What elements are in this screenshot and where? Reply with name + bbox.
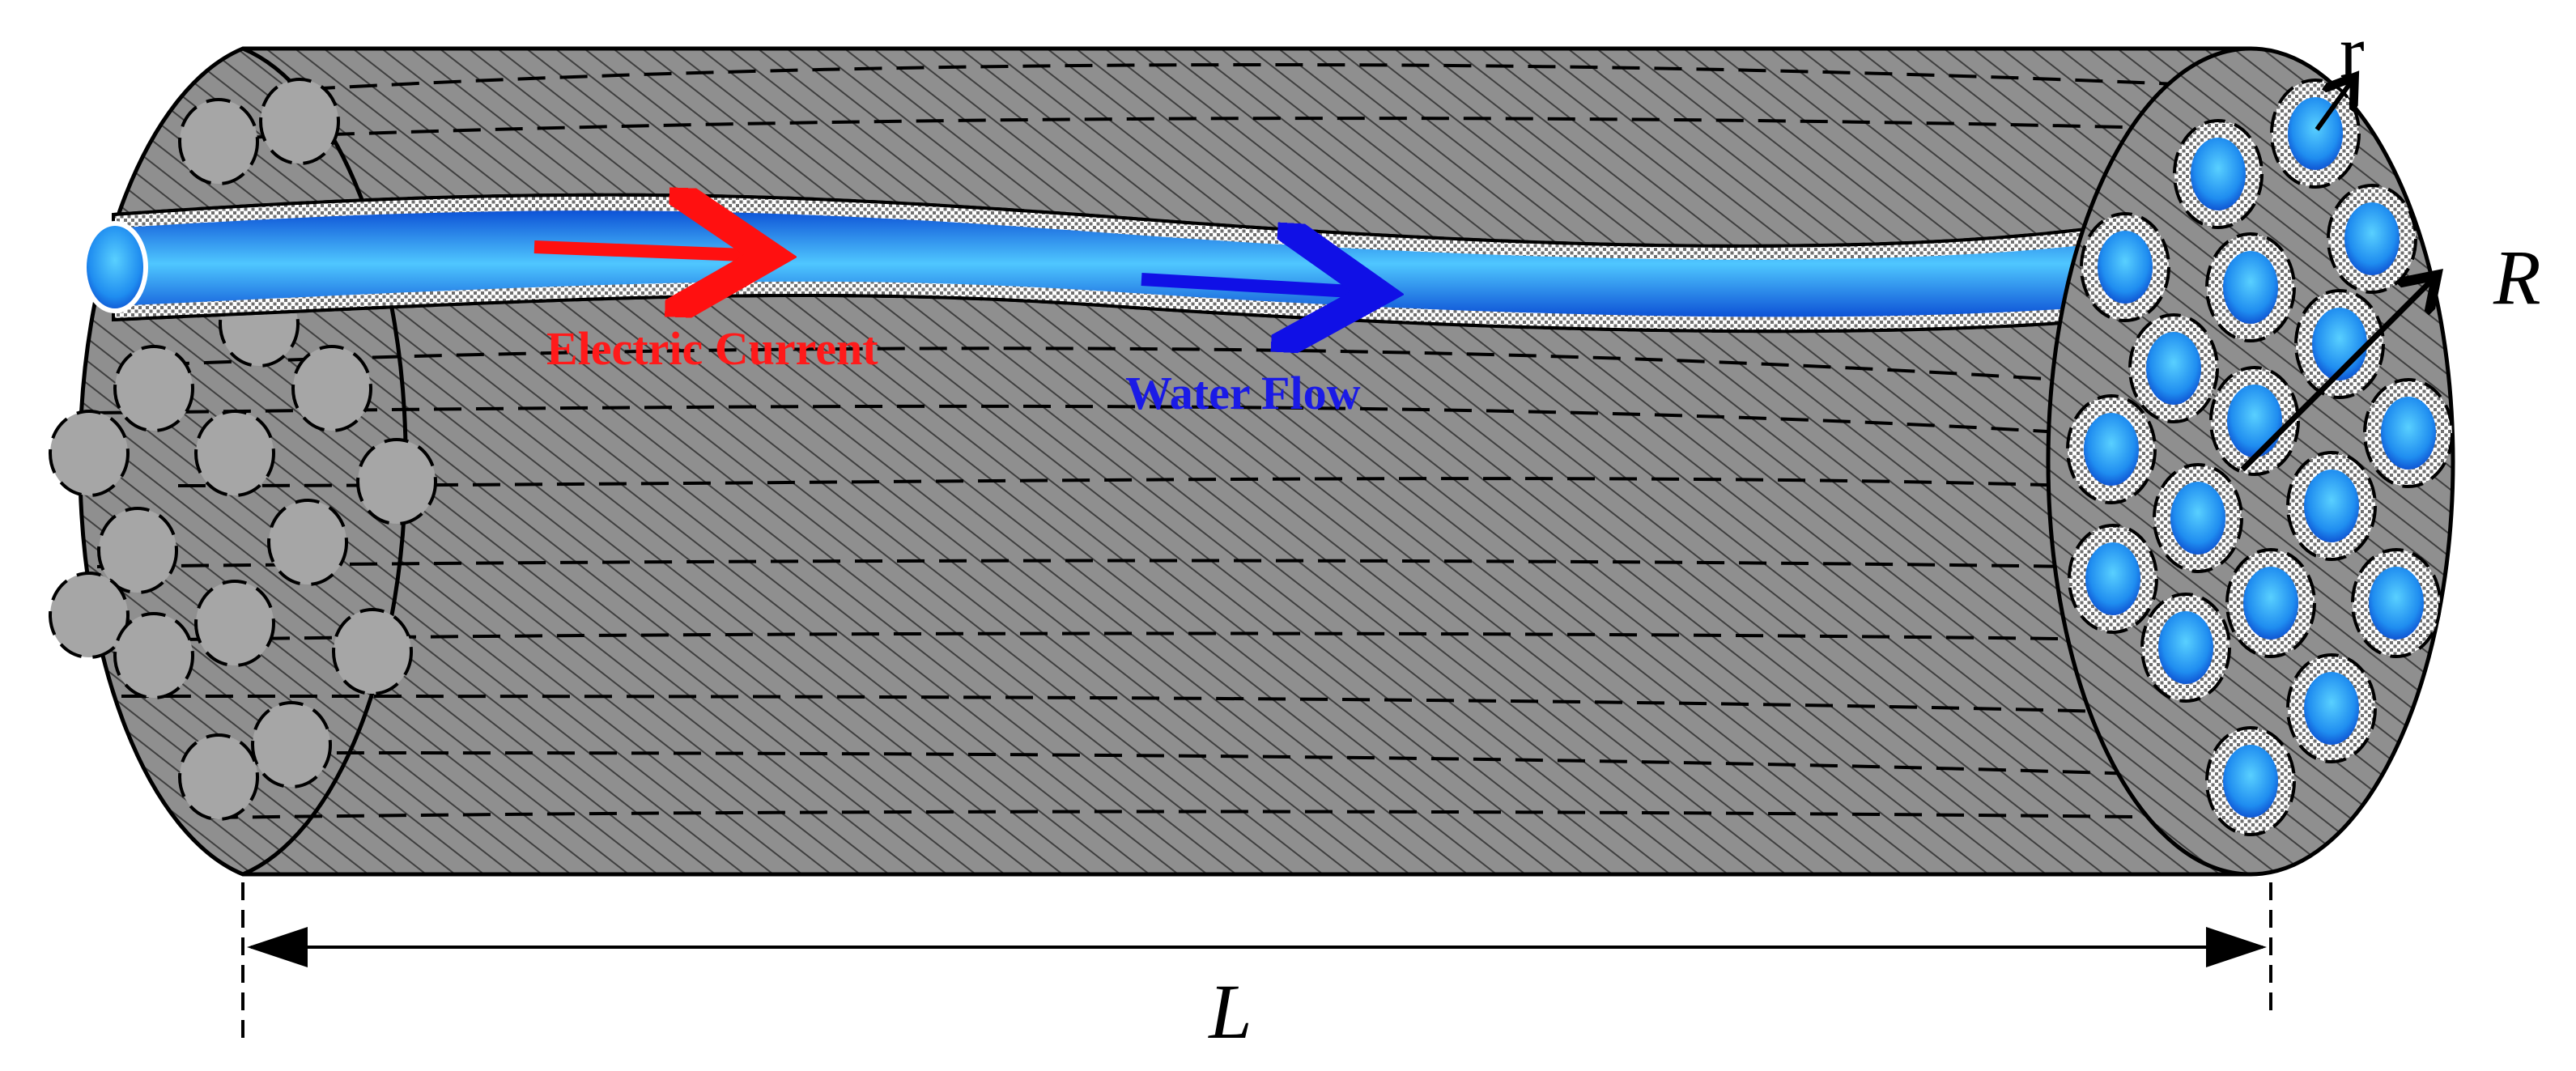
front-cell-core [2223,745,2278,818]
front-cell-core [2304,470,2359,542]
water-channel-dashes [113,193,2106,334]
water-inlet-cell [82,221,148,313]
electric-current-label: Electric Current [546,322,878,375]
water-flow-arrow [1141,279,1352,291]
small-radius-arrow [2315,81,2352,131]
front-cell-core [2098,231,2153,304]
front-cell-core [2146,332,2201,405]
front-cell-core [2243,567,2298,640]
front-cell-core [2085,542,2140,615]
front-cell-core [2191,138,2246,210]
length-dimension [241,882,2272,1044]
large-radius-label: R [2493,234,2541,321]
dashed-channels [96,63,2284,819]
water-flow-label: Water Flow [1125,367,1361,419]
large-radius-arrow [2240,279,2433,472]
front-cell-core [2170,482,2225,555]
front-cell-core [2084,413,2139,486]
front-cell-core [2223,251,2278,324]
electric-current-arrow [533,247,745,255]
front-cell-core [2381,397,2436,470]
water-channel-core [113,210,2105,317]
front-cell-core [2344,202,2400,275]
length-label: L [1207,968,1252,1055]
front-cell-core [2304,672,2359,745]
left-end-cells [49,78,437,821]
small-radius-label: r [2340,11,2365,93]
right-end-cells [2066,79,2454,836]
front-cell-core [2369,567,2424,640]
front-cell-core [2158,611,2213,684]
front-cell-core [2227,385,2282,457]
